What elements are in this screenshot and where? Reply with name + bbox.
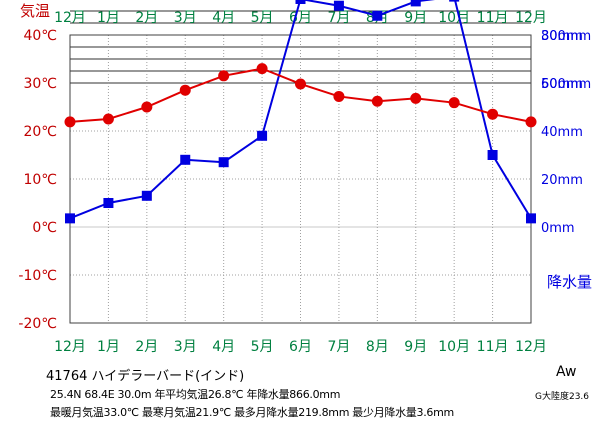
- plot-frame: [69, 34, 532, 324]
- precip-tick-label: 300mm: [541, 29, 591, 44]
- month-label-bottom: 5月: [251, 339, 274, 355]
- precip-tick-label: 40mm: [541, 125, 583, 140]
- temp-tick-label: 0℃: [32, 220, 57, 236]
- temperature-point: [179, 84, 191, 96]
- month-label-top: 5月: [251, 10, 274, 26]
- month-label-bottom: 3月: [174, 339, 197, 355]
- month-label-bottom: 10月: [438, 339, 470, 355]
- station-extremes: 最暖月気温33.0℃ 最寒月気温21.9℃ 最多月降水量219.8mm 最少月降…: [50, 406, 454, 419]
- temp-tick-label: 20℃: [23, 124, 57, 140]
- precipitation-point: [333, 0, 344, 11]
- precip-axis-title: 降水量: [547, 273, 592, 291]
- precipitation-point: [372, 10, 383, 21]
- station-summary: 25.4N 68.4E 30.0m 年平均気温26.8℃ 年降水量866.0mm: [50, 388, 341, 401]
- temperature-point: [410, 92, 422, 104]
- month-label-bottom: 2月: [135, 339, 158, 355]
- month-label-bottom: 4月: [212, 339, 235, 355]
- month-label-bottom: 6月: [289, 339, 312, 355]
- climate-class: Aw: [556, 364, 577, 380]
- temperature-point: [448, 97, 460, 109]
- temperature-point: [371, 95, 383, 107]
- temperature-point: [487, 108, 499, 120]
- precipitation-point: [141, 190, 152, 201]
- temp-tick-label: 40℃: [23, 28, 57, 44]
- temp-tick-label: 30℃: [23, 76, 57, 92]
- month-label-top: 7月: [327, 10, 350, 26]
- month-label-bottom: 12月: [515, 339, 547, 355]
- month-label-top: 6月: [289, 10, 312, 26]
- precip-tick-label: 60mm: [541, 77, 583, 92]
- precip-tick-label: 20mm: [541, 173, 583, 188]
- month-label-bottom: 11月: [477, 339, 509, 355]
- temperature-point: [64, 116, 76, 128]
- month-label-top: 9月: [404, 10, 427, 26]
- month-label-bottom: 9月: [404, 339, 427, 355]
- precipitation-point: [180, 154, 191, 165]
- temp-axis-title: 気温: [20, 2, 50, 20]
- month-label-top: 12月: [515, 10, 547, 26]
- precipitation-point: [526, 213, 536, 224]
- temperature-point: [102, 113, 114, 125]
- month-label-top: 4月: [212, 10, 235, 26]
- continentality: G大陸度23.6: [535, 392, 590, 402]
- precipitation-point: [449, 0, 460, 2]
- month-label-top: 2月: [135, 10, 158, 26]
- month-label-bottom: 8月: [366, 339, 389, 355]
- temp-tick-label: -20℃: [18, 316, 57, 332]
- precipitation-axis: 0mm20mm40mm60mm80mm100mm300mm500mm降水量: [541, 29, 592, 291]
- temperature-point: [525, 116, 537, 128]
- month-labels-bottom: 12月 1月 2月 3月 4月 5月 6月 7月 8月 9月 10月 11月 12月: [54, 339, 547, 355]
- precipitation-point: [65, 213, 75, 224]
- month-label-top: 10月: [438, 10, 470, 26]
- month-label-top: 12月: [54, 10, 86, 26]
- month-label-top: 11月: [477, 10, 509, 26]
- month-label-top: 3月: [174, 10, 197, 26]
- precipitation-point: [103, 198, 114, 208]
- precip-tick-label: 500mm: [541, 77, 591, 92]
- temperature-point: [141, 101, 153, 113]
- month-label-bottom: 12月: [54, 339, 86, 355]
- chart-series: [64, 0, 537, 224]
- precipitation-point: [257, 130, 268, 141]
- month-label-bottom: 1月: [97, 339, 120, 355]
- temperature-point: [333, 90, 345, 102]
- precip-tick-label: 0mm: [541, 221, 575, 236]
- month-label-bottom: 7月: [327, 339, 350, 355]
- precipitation-point: [487, 150, 498, 160]
- temp-tick-label: 10℃: [23, 172, 57, 188]
- temperature-point: [295, 78, 306, 90]
- month-label-top: 1月: [97, 10, 120, 26]
- precipitation-point: [218, 157, 229, 168]
- temp-tick-label: -10℃: [18, 268, 57, 284]
- precipitation-point: [295, 0, 306, 4]
- temperature-point: [256, 63, 268, 75]
- chart-grid: [69, 10, 532, 324]
- station-name: 41764 ハイデラーバード(インド): [46, 369, 245, 384]
- temperature-point: [218, 70, 230, 82]
- precipitation-point: [410, 0, 421, 7]
- precip-tick-label: 80mm: [541, 29, 583, 44]
- temperature-axis: 気温 40℃ 30℃ 20℃ 10℃ 0℃ -10℃ -20℃: [18, 2, 57, 332]
